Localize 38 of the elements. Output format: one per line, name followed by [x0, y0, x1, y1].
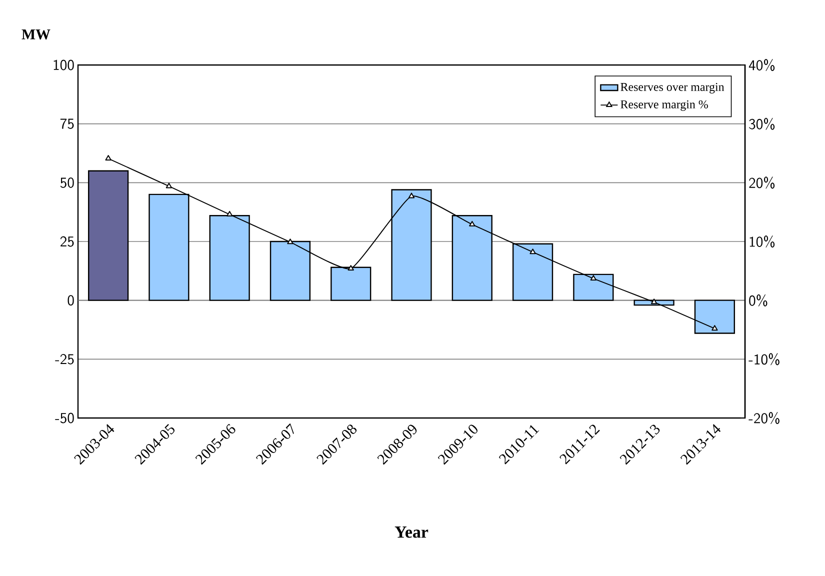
y-tick-label: 100 — [54, 60, 74, 70]
y-tick-label: 25 — [60, 236, 74, 247]
point — [712, 325, 718, 331]
point — [166, 182, 172, 188]
bar — [330, 266, 372, 301]
point — [348, 265, 354, 271]
y2-tick-label: -20% — [748, 412, 780, 424]
bar — [452, 215, 492, 301]
x-axis-title: Year — [394, 526, 428, 538]
point — [530, 248, 536, 254]
bar — [512, 243, 554, 301]
y-tick-label: 0 — [68, 295, 74, 306]
legend-label: Reserve margin % — [620, 100, 708, 111]
bar — [148, 194, 190, 301]
point — [469, 220, 476, 226]
bar — [270, 240, 311, 301]
y-tick-label: 50 — [60, 177, 74, 188]
point — [590, 275, 597, 281]
y-tick-label: -50 — [55, 412, 74, 424]
bar — [209, 215, 250, 301]
bar — [391, 189, 432, 301]
y2-tick-label: 20% — [749, 176, 775, 189]
y-axis-title: MW — [22, 29, 50, 40]
y-tick-label: -25 — [55, 354, 74, 364]
y2-tick-label: 10% — [750, 235, 775, 248]
y2-tick-label: -10% — [748, 353, 780, 366]
point — [408, 192, 415, 198]
y2-tick-label: 0% — [749, 294, 768, 306]
point — [287, 238, 294, 244]
y2-tick-label: 30% — [749, 118, 775, 130]
point — [105, 155, 112, 161]
bar — [88, 170, 129, 301]
y2-tick-label: 40% — [748, 58, 775, 72]
bar — [573, 274, 614, 301]
legend-label: Reserves over margin — [620, 82, 724, 94]
y-tick-label: 75 — [60, 118, 74, 129]
point — [650, 298, 658, 304]
point — [226, 210, 233, 216]
